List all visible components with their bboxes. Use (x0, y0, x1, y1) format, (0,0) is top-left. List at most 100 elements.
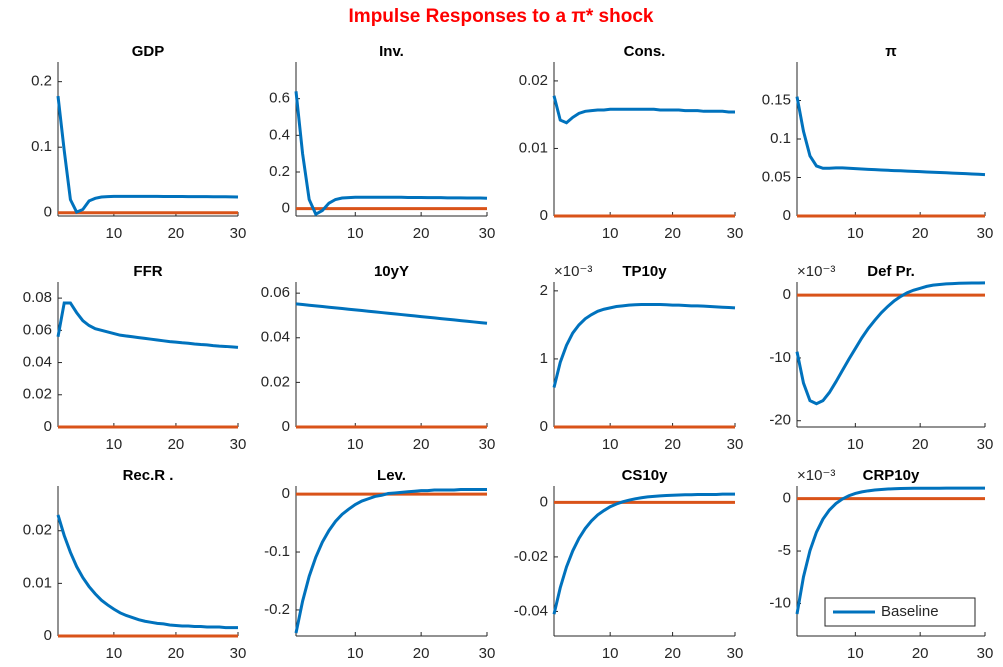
y-tick-label: 0.08 (23, 289, 52, 306)
y-multiplier: ×10⁻³ (797, 467, 835, 484)
x-tick-label: 10 (847, 225, 864, 242)
x-tick-label: 20 (413, 225, 430, 242)
series-line (795, 486, 985, 615)
x-tick-label: 20 (912, 225, 929, 242)
y-tick-label: 0 (282, 418, 290, 435)
panel-title: π (885, 43, 897, 60)
y-tick-label: 0.4 (269, 126, 290, 143)
y-tick-label: 0 (282, 200, 290, 217)
y-tick-label: -20 (769, 412, 791, 429)
x-tick-label: 20 (664, 225, 681, 242)
y-multiplier: ×10⁻³ (797, 263, 835, 280)
y-tick-label: 0.2 (31, 73, 52, 90)
y-tick-label: 0 (282, 485, 290, 502)
x-tick-label: 30 (977, 436, 994, 453)
x-tick-label: 10 (347, 225, 364, 242)
y-tick-label: -10 (769, 594, 791, 611)
y-tick-label: -0.1 (264, 543, 290, 560)
series-line (795, 281, 986, 406)
y-tick-label: 0 (540, 207, 548, 224)
panel-title: TP10y (622, 263, 667, 280)
x-tick-label: 10 (347, 436, 364, 453)
x-tick-label: 20 (413, 645, 430, 662)
x-tick-label: 30 (977, 225, 994, 242)
x-tick-label: 10 (602, 436, 619, 453)
panel: GDP 0 0.1 0.2 10 20 30 (31, 43, 246, 242)
series-line (295, 302, 488, 325)
panel: TP10y ×10⁻³ 0 1 2 10 20 30 (540, 263, 744, 453)
x-tick-label: 30 (230, 436, 247, 453)
y-tick-label: 0 (44, 204, 52, 221)
y-tick-label: 0.15 (762, 91, 791, 108)
y-tick-label: -0.02 (514, 548, 548, 565)
x-tick-label: 10 (106, 645, 123, 662)
panel-title: FFR (133, 263, 162, 280)
x-tick-label: 20 (912, 645, 929, 662)
x-tick-label: 30 (230, 645, 247, 662)
y-tick-label: 0.02 (23, 522, 52, 539)
y-tick-label: -0.04 (514, 602, 548, 619)
y-tick-label: -5 (778, 542, 791, 559)
series-line (552, 492, 735, 615)
y-tick-label: 0.01 (519, 139, 548, 156)
x-tick-label: 30 (230, 225, 247, 242)
y-tick-label: 0.2 (269, 163, 290, 180)
y-tick-label: 0.6 (269, 90, 290, 107)
panel-title: CS10y (622, 467, 669, 484)
x-tick-label: 10 (847, 645, 864, 662)
y-tick-label: 0.1 (31, 138, 52, 155)
x-tick-label: 20 (664, 436, 681, 453)
panel-title: Lev. (377, 467, 406, 484)
y-tick-label: 0 (540, 493, 548, 510)
y-tick-label: 0.04 (261, 329, 290, 346)
y-tick-label: 0.04 (23, 354, 52, 371)
panel: Inv. 0 0.2 0.4 0.6 10 20 30 (269, 43, 495, 242)
x-tick-label: 20 (664, 645, 681, 662)
y-tick-label: 0.05 (762, 168, 791, 185)
panel-title: Rec.R . (123, 467, 174, 484)
panel: π 0 0.05 0.1 0.15 10 20 30 (762, 43, 994, 242)
series-line (294, 487, 487, 634)
y-tick-label: 0.02 (23, 386, 52, 403)
figure-title: Impulse Responses to a π* shock (349, 6, 654, 27)
panel-title: CRP10y (863, 467, 920, 484)
x-tick-label: 10 (602, 645, 619, 662)
y-tick-label: 0.01 (23, 574, 52, 591)
panel-title: 10yY (374, 263, 409, 280)
panel-title: Def Pr. (867, 263, 915, 280)
series-line (795, 96, 986, 177)
series-line (56, 301, 239, 349)
y-tick-label: 0 (783, 490, 791, 507)
x-tick-label: 30 (479, 436, 496, 453)
x-tick-label: 10 (847, 436, 864, 453)
x-tick-label: 10 (347, 645, 364, 662)
y-tick-label: 0.06 (261, 284, 290, 301)
series-line (552, 302, 736, 388)
panel: CS10y -0.04 -0.02 0 10 20 30 (514, 467, 744, 662)
panel: Rec.R . 0 0.01 0.02 10 20 30 (23, 467, 247, 662)
y-tick-label: -0.2 (264, 601, 290, 618)
panel: Cons. 0 0.01 0.02 10 20 30 (519, 43, 744, 242)
x-tick-label: 10 (106, 436, 123, 453)
legend-label: Baseline (881, 603, 939, 620)
y-tick-label: 0 (44, 418, 52, 435)
panel: 10yY 0 0.02 0.04 0.06 10 20 30 (261, 263, 496, 453)
x-tick-label: 20 (912, 436, 929, 453)
y-tick-label: -10 (769, 349, 791, 366)
panel-title: Inv. (379, 43, 404, 60)
y-tick-label: 0 (783, 207, 791, 224)
x-tick-label: 20 (168, 645, 185, 662)
x-tick-label: 30 (479, 645, 496, 662)
series-line (294, 91, 488, 217)
y-tick-label: 0.02 (261, 373, 290, 390)
panel: CRP10y ×10⁻³ -10 -5 0 10 20 30 Baseline (769, 467, 993, 662)
x-tick-label: 10 (602, 225, 619, 242)
panel: FFR 0 0.02 0.04 0.06 0.08 10 20 30 (23, 263, 247, 453)
x-tick-label: 10 (106, 225, 123, 242)
panel: Def Pr. ×10⁻³ -20 -10 0 10 20 30 (769, 263, 993, 453)
y-tick-label: 0 (44, 627, 52, 644)
series-line (56, 95, 239, 214)
x-tick-label: 20 (168, 436, 185, 453)
y-tick-label: 2 (540, 282, 548, 299)
